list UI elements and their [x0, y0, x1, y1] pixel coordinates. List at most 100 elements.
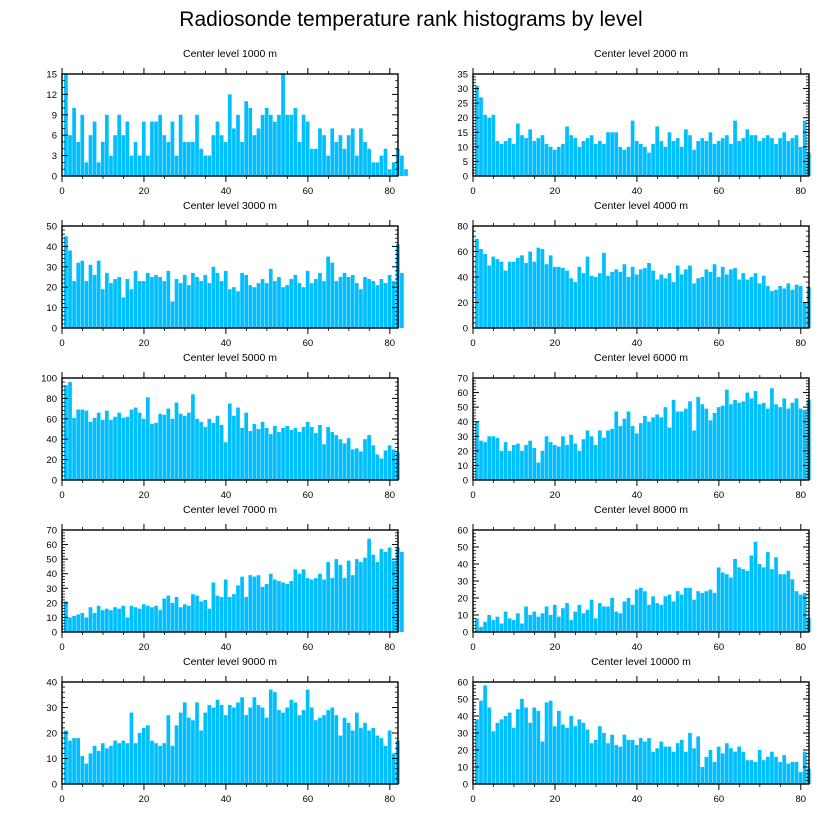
- bar: [162, 598, 167, 632]
- bar: [207, 704, 212, 784]
- bar: [379, 548, 384, 632]
- y-tick-label: 40: [46, 678, 57, 689]
- bar: [232, 707, 236, 784]
- bar: [708, 132, 713, 176]
- bar: [712, 264, 717, 328]
- x-tick-label: 60: [714, 642, 725, 653]
- bar: [520, 450, 524, 480]
- bar: [675, 411, 680, 480]
- bar: [507, 138, 512, 176]
- bar: [277, 432, 281, 480]
- bar: [540, 135, 545, 176]
- bar: [129, 712, 134, 784]
- bar: [113, 279, 117, 328]
- bar: [236, 407, 240, 480]
- bar: [778, 285, 782, 328]
- bar: [191, 594, 195, 632]
- bar: [248, 707, 253, 784]
- bar: [606, 430, 610, 480]
- bar: [704, 408, 709, 480]
- bar: [573, 726, 578, 784]
- y-tick-label: 40: [46, 435, 57, 446]
- bars: [64, 74, 408, 176]
- bar: [507, 450, 512, 480]
- bar: [634, 141, 639, 176]
- bar: [688, 587, 692, 632]
- bar: [154, 422, 158, 480]
- bar: [626, 277, 631, 328]
- bar: [593, 618, 598, 632]
- bar: [105, 410, 109, 480]
- bar: [712, 592, 717, 632]
- bar: [273, 121, 277, 176]
- bar: [712, 761, 717, 784]
- bar: [524, 445, 528, 480]
- bar: [585, 256, 590, 328]
- bar: [227, 403, 232, 480]
- bar: [375, 162, 380, 176]
- bar: [240, 576, 244, 632]
- bar: [154, 121, 158, 176]
- x-tick-label: 40: [221, 490, 232, 501]
- bar: [733, 751, 737, 784]
- bar: [725, 274, 729, 328]
- bar: [557, 710, 561, 784]
- y-tick-label: 10: [457, 763, 468, 774]
- bar: [285, 114, 290, 176]
- bar: [359, 727, 363, 784]
- x-tick-label: 60: [714, 338, 725, 349]
- panel-6000m: Center level 6000 m 0 10 20 30 40 50 60 70 0 20 40…: [457, 352, 811, 501]
- bar: [338, 135, 343, 176]
- bar: [491, 731, 496, 784]
- bar: [774, 404, 778, 480]
- bar: [211, 582, 216, 632]
- bar: [786, 408, 791, 480]
- bar: [88, 421, 93, 480]
- x-tick-label: 60: [714, 490, 725, 501]
- bar: [671, 282, 676, 328]
- bar: [511, 261, 516, 328]
- bar: [158, 114, 162, 176]
- bar: [520, 135, 524, 176]
- y-tick-label: 12: [46, 90, 57, 101]
- bar: [80, 613, 85, 632]
- y-tick-label: 9: [52, 110, 57, 121]
- bar: [794, 398, 799, 480]
- bar: [195, 114, 199, 176]
- bar: [354, 448, 359, 480]
- bar: [346, 135, 351, 176]
- y-tick-label: 0: [463, 324, 468, 335]
- bar: [350, 575, 355, 632]
- bar: [334, 281, 339, 328]
- bar: [326, 155, 330, 176]
- bar: [158, 413, 162, 480]
- bar: [219, 135, 224, 176]
- y-tick-label: 5: [463, 157, 468, 168]
- bar: [544, 143, 549, 176]
- bar: [178, 283, 183, 328]
- bar: [643, 415, 647, 480]
- x-tick-label: 40: [221, 186, 232, 197]
- bar: [704, 269, 709, 328]
- bar: [794, 284, 799, 328]
- bar: [273, 579, 277, 632]
- bar: [297, 283, 302, 328]
- bar: [137, 155, 142, 176]
- bar: [790, 579, 795, 632]
- bar: [363, 142, 367, 176]
- bar: [367, 435, 371, 480]
- bar: [745, 279, 750, 328]
- bar: [203, 274, 208, 328]
- bar: [679, 739, 684, 784]
- plot-frame: [472, 73, 810, 177]
- bar: [770, 138, 774, 176]
- bar: [162, 281, 167, 328]
- bar: [479, 440, 483, 480]
- bar: [692, 430, 696, 480]
- bar: [487, 117, 492, 176]
- bar: [520, 699, 524, 784]
- bar: [532, 141, 537, 176]
- bar: [314, 148, 318, 176]
- bar: [684, 408, 688, 480]
- bar: [765, 552, 770, 632]
